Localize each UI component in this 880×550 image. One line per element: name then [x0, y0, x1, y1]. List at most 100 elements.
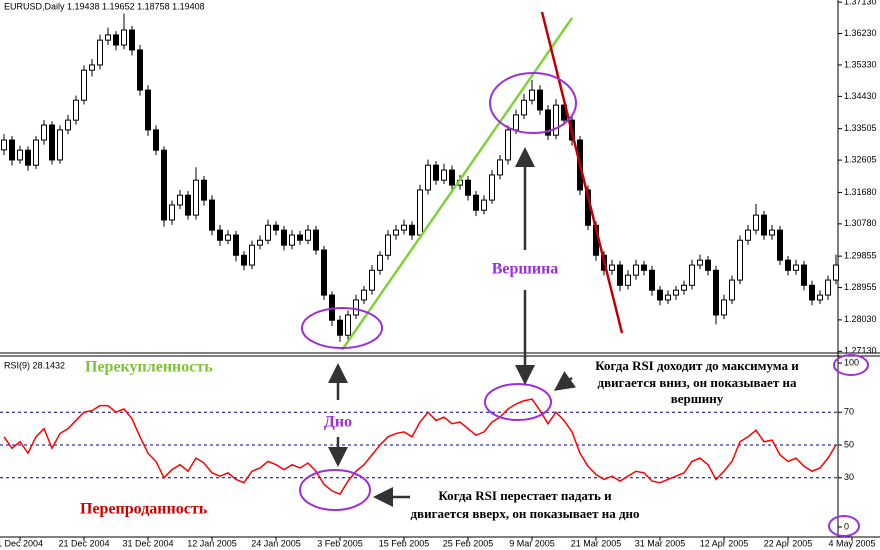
y-tick-label: 1.37130 [844, 0, 877, 6]
candle-body [305, 229, 311, 241]
x-tick-label: 31 Dec 2004 [122, 538, 173, 548]
candle-body [161, 149, 167, 221]
y-tick-label: 1.29855 [844, 251, 877, 261]
y-tick-label: 1.32605 [844, 154, 877, 164]
note-line: Когда RSI перестает падать и [438, 488, 612, 503]
candle-body [217, 229, 223, 241]
y-tick-label: 1.28030 [844, 314, 877, 324]
candle-body [273, 224, 279, 231]
candle-body [433, 164, 439, 181]
candle-body [297, 234, 303, 241]
candle-body [129, 29, 135, 51]
note-line: Когда RSI доходит до максимума и [595, 358, 799, 373]
candle-body [641, 264, 647, 271]
candle-body [65, 119, 71, 131]
candle-body [105, 34, 111, 41]
candle-body [625, 274, 631, 286]
candle-body [809, 284, 815, 301]
candle-body [25, 149, 31, 166]
candle-body [665, 294, 671, 301]
candle-body [33, 139, 39, 166]
ellipse [489, 72, 577, 134]
candle-body [345, 314, 351, 336]
y-tick-label: 1.27130 [844, 346, 877, 356]
x-tick-label: 12 Jan 2005 [187, 538, 237, 548]
ellipse [833, 354, 869, 376]
ellipse [299, 469, 371, 511]
candle-body [537, 89, 543, 111]
y-tick-label: 30 [844, 472, 854, 482]
x-tick-label: 25 Feb 2005 [443, 538, 494, 548]
arrow [553, 371, 577, 391]
candle-body [753, 214, 759, 231]
y-tick-label: 100 [844, 357, 859, 367]
candle-body [737, 239, 743, 281]
y-tick-label: 1.28955 [844, 282, 877, 292]
candle-body [777, 229, 783, 261]
candle-body [697, 259, 703, 266]
candle-body [233, 234, 239, 256]
candle-body [617, 264, 623, 286]
y-tick-label: 0 [844, 521, 849, 531]
y-tick-label: 1.36230 [844, 28, 877, 38]
candle-body [801, 264, 807, 286]
candle-body [73, 99, 79, 121]
x-tick-label: 9 Mar 2005 [509, 538, 555, 548]
note-line: двигается вниз, он показывает на [598, 375, 797, 390]
candle-body [89, 64, 95, 71]
candle-body [649, 269, 655, 291]
candle-body [97, 39, 103, 66]
candle-body [825, 279, 831, 296]
candle-body [49, 124, 55, 161]
candle-body [321, 249, 327, 296]
candle-body [241, 254, 247, 266]
candle-body [745, 229, 751, 241]
candle-body [441, 169, 447, 181]
candle-body [505, 129, 511, 161]
candle-body [265, 224, 271, 241]
candle-body [169, 204, 175, 221]
x-tick-label: 22 Apr 2005 [764, 538, 813, 548]
candle-body [793, 264, 799, 271]
candle-body [465, 179, 471, 196]
chart-title: EURUSD,Daily 1.19438 1.19652 1.18758 1.1… [4, 1, 205, 11]
candle-body [81, 69, 87, 101]
x-tick-label: 24 Jan 2005 [251, 538, 301, 548]
candle-body [185, 194, 191, 216]
candle-body [425, 164, 431, 191]
candle-body [1, 139, 7, 151]
candle-body [545, 109, 551, 136]
candle-body [193, 179, 199, 216]
candle-body [721, 299, 727, 316]
arrows [328, 147, 577, 507]
candle-body [497, 159, 503, 176]
candle-body [177, 194, 183, 206]
candle-body [473, 194, 479, 211]
candle-body [201, 179, 207, 201]
oversold-label: Перепроданность [80, 501, 208, 518]
candle-body [657, 289, 663, 301]
note-line: двигается вверх, он показывает на дно [410, 506, 639, 521]
candle-body [409, 224, 415, 236]
candle-body [817, 294, 823, 301]
y-tick-label: 1.34430 [844, 91, 877, 101]
candle-body [289, 234, 295, 246]
ellipse [301, 307, 383, 349]
x-tick-label: 4 May 2005 [828, 538, 875, 548]
candle-body [705, 259, 711, 271]
candle-body [9, 139, 15, 161]
candle-body [785, 259, 791, 271]
candle-body [369, 269, 375, 291]
candle-body [57, 129, 63, 161]
x-tick-label: 15 Feb 2005 [379, 538, 430, 548]
x-tick-label: 21 Dec 2004 [58, 538, 109, 548]
candle-body [153, 129, 159, 151]
candle-body [689, 264, 695, 286]
candle-body [41, 124, 47, 141]
ellipse [828, 515, 860, 537]
y-tick-label: 1.33505 [844, 123, 877, 133]
candle-body [393, 229, 399, 236]
candle-body [281, 229, 287, 246]
